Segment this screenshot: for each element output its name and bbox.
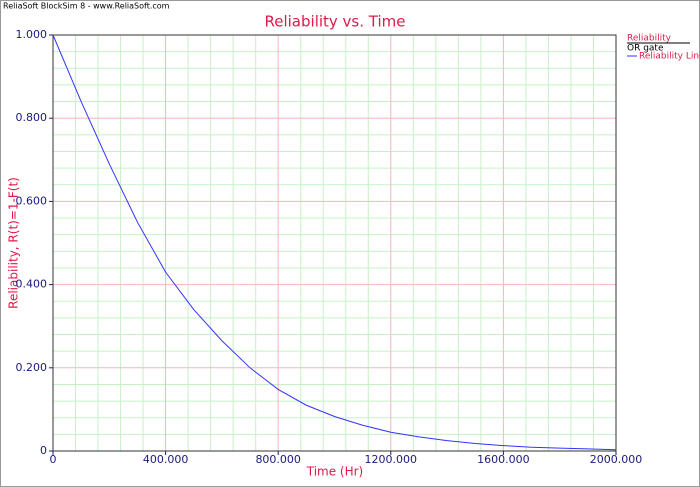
- legend-label: Reliability Line: [639, 52, 700, 62]
- x-tick-label: 1200.000: [365, 453, 418, 466]
- y-tick-label: 0.400: [16, 278, 48, 291]
- x-tick-label: 2000.000: [590, 453, 643, 466]
- y-tick-label: 0.200: [16, 361, 48, 374]
- legend-title: Reliability: [627, 34, 672, 44]
- y-axis-label: Reliability, R(t)=1-F(t): [7, 177, 21, 309]
- x-tick-label: 800.000: [255, 453, 301, 466]
- x-tick-label: 1600.000: [477, 453, 530, 466]
- x-tick-label: 400.000: [143, 453, 189, 466]
- header: ReliaSoft BlockSim 8 - www.ReliaSoft.com: [3, 2, 170, 11]
- y-tick-label: 0.600: [16, 194, 48, 207]
- legend-subtitle: OR gate: [627, 44, 664, 54]
- chart-title: Reliability vs. Time: [265, 13, 406, 31]
- x-axis-label: Time (Hr): [306, 465, 364, 479]
- y-tick-label: 0.800: [16, 111, 48, 124]
- series-line: [52, 34, 617, 451]
- plot-border: [52, 34, 617, 452]
- y-tick-label: 0: [40, 444, 47, 457]
- x-tick-label: 0: [50, 453, 57, 466]
- y-tick-label: 1.000: [16, 28, 48, 41]
